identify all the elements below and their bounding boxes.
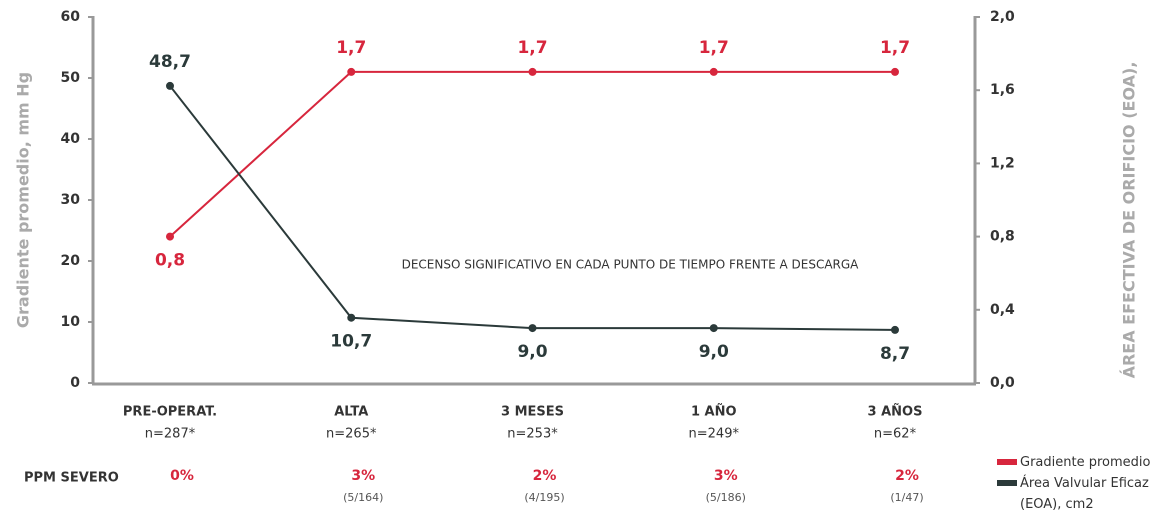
y-tick-label: 20 (61, 253, 81, 269)
ppm-value: 3% (714, 468, 738, 484)
value-label: 48,7 (149, 52, 191, 72)
sample-size: n=287* (145, 427, 196, 442)
y2-tick-label: 0,0 (990, 375, 1015, 391)
sample-size: n=62* (874, 427, 917, 442)
ppm-count: (1/47) (890, 491, 923, 504)
x-tick-label: 3 MESES (501, 405, 564, 420)
point (709, 67, 718, 76)
legend-label: Área Valvular Eficaz (EOA), cm2 (1020, 476, 1149, 512)
ppm-label: PPM SEVERO (24, 471, 119, 486)
ppm-count: (5/186) (706, 491, 746, 504)
point (709, 324, 718, 333)
ppm-value: 0% (170, 468, 194, 484)
value-label: 0,8 (155, 251, 185, 271)
legend: Gradiente promedio Área Valvular Eficaz (… (997, 452, 1157, 515)
point (347, 67, 356, 76)
ppm-value: 2% (533, 468, 557, 484)
y-tick-label: 10 (61, 314, 81, 330)
x-tick-label: PRE-OPERAT. (123, 405, 217, 420)
point (166, 232, 174, 241)
series-line (169, 85, 896, 331)
value-label: 1,7 (517, 38, 547, 58)
annotation: DECENSO SIGNIFICATIVO EN CADA PUNTO DE T… (402, 258, 860, 272)
x-tick-label: ALTA (334, 405, 368, 420)
legend-label: Gradiente promedio (1020, 455, 1151, 470)
point (891, 67, 899, 76)
y2-tick-label: 1,6 (990, 82, 1015, 98)
legend-swatch (997, 480, 1017, 486)
y2-axis-label: ÁREA EFECTIVA DE ORIFICIO (EOA), (1120, 62, 1139, 379)
value-label: 1,7 (699, 38, 729, 58)
y-tick-label: 40 (61, 131, 81, 147)
value-label: 8,7 (880, 344, 910, 364)
point (347, 313, 356, 322)
value-label: 9,0 (517, 342, 547, 362)
ppm-value: 3% (351, 468, 375, 484)
y2-tick-label: 0,8 (990, 229, 1015, 245)
ppm-value: 2% (895, 468, 919, 484)
x-tick-label: 1 AÑO (691, 404, 737, 420)
point (891, 325, 899, 334)
y-axis-label: Gradiente promedio, mm Hg (14, 72, 33, 328)
y-tick-label: 60 (61, 9, 81, 25)
value-label: 10,7 (330, 332, 372, 352)
y-tick-label: 0 (70, 375, 80, 391)
y2-tick-label: 1,2 (990, 155, 1015, 171)
sample-size: n=265* (326, 427, 377, 442)
y-tick-label: 30 (61, 192, 81, 208)
y2-tick-label: 2,0 (990, 9, 1015, 25)
legend-item: Gradiente promedio (997, 452, 1157, 473)
point (528, 324, 537, 333)
value-label: 1,7 (880, 38, 910, 58)
point (528, 67, 537, 76)
series-line (169, 70, 895, 238)
value-label: 1,7 (336, 38, 366, 58)
ppm-count: (4/195) (524, 491, 564, 504)
y-tick-label: 50 (61, 70, 81, 86)
value-label: 9,0 (699, 342, 729, 362)
y2-tick-label: 0,4 (990, 302, 1015, 318)
ppm-count: (5/164) (343, 491, 383, 504)
sample-size: n=249* (689, 427, 740, 442)
x-tick-label: 3 AÑOS (868, 404, 923, 420)
legend-swatch (997, 459, 1017, 465)
legend-item: Área Valvular Eficaz (EOA), cm2 (997, 473, 1157, 515)
point (166, 81, 174, 90)
sample-size: n=253* (507, 427, 558, 442)
